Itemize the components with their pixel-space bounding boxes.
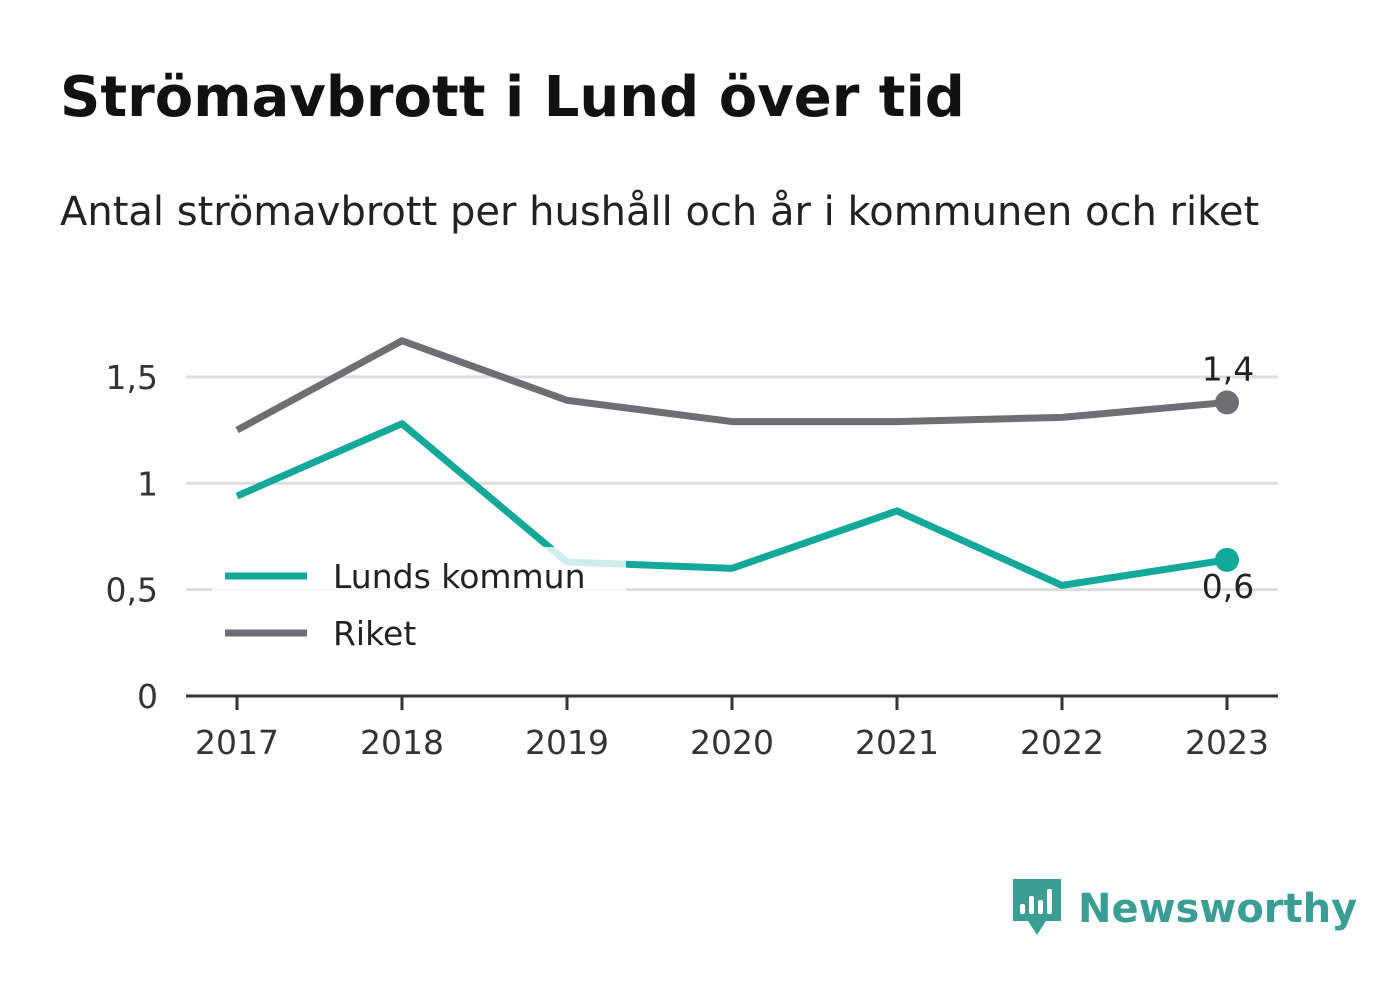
x-tick-label: 2017 [195, 723, 279, 762]
chart-title: Strömavbrott i Lund över tid [60, 65, 965, 130]
y-tick-label: 1 [137, 464, 158, 503]
end-value-label: 1,4 [1202, 349, 1254, 388]
x-tick-label: 2020 [690, 723, 774, 762]
end-value-label: 0,6 [1202, 567, 1254, 606]
y-tick-label: 1,5 [106, 358, 158, 397]
newsworthy-logo-icon [1010, 876, 1064, 942]
series-line [235, 337, 1228, 434]
series-lines [235, 337, 1239, 589]
y-tick-label: 0,5 [106, 571, 158, 610]
end-value-labels: 0,6 1,4 [1202, 349, 1254, 605]
series-end-point [1215, 547, 1239, 572]
legend-label: Riket [333, 614, 416, 653]
newsworthy-brand: Newsworthy [1010, 878, 1357, 940]
x-tick-label: 2019 [525, 723, 609, 762]
y-tick-label: 0 [137, 677, 158, 716]
x-tick-label: 2021 [855, 723, 939, 762]
brand-name: Newsworthy [1078, 886, 1358, 932]
series-line [235, 420, 1228, 589]
x-axis [186, 694, 1278, 710]
legend-background [212, 547, 626, 662]
legend: Lunds kommun Riket [212, 547, 626, 662]
legend-label: Lunds kommun [333, 557, 586, 596]
chart-subtitle: Antal strömavbrott per hushåll och år i … [60, 189, 1260, 235]
series-end-point [1215, 390, 1239, 415]
y-axis-labels: 0 0,5 1 1,5 [106, 358, 158, 716]
x-axis-labels: 2017 2018 2019 2020 2021 2022 2023 [195, 723, 1269, 762]
x-tick-label: 2023 [1185, 723, 1269, 762]
x-tick-label: 2022 [1020, 723, 1104, 762]
x-tick-label: 2018 [360, 723, 444, 762]
